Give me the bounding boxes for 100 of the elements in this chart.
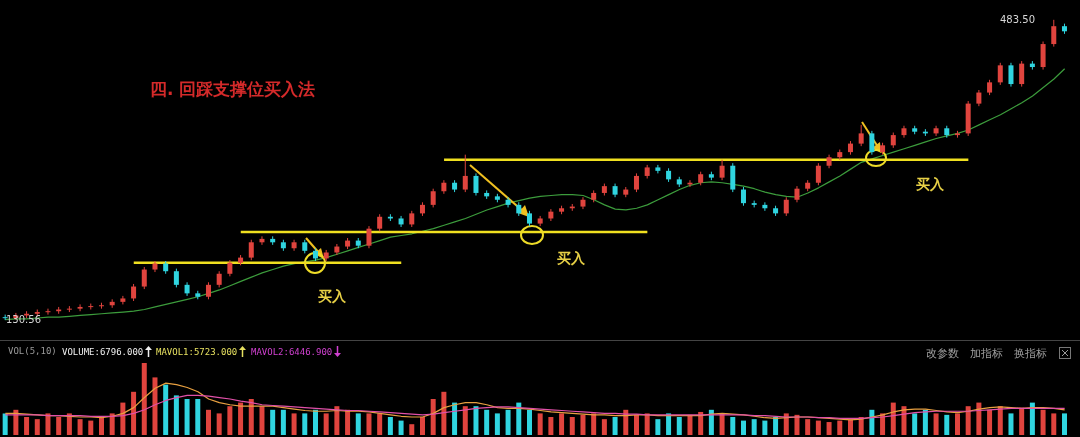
candlestick [719, 159, 725, 181]
bar [205, 409, 211, 435]
text: 改参数 [926, 346, 959, 361]
bar [291, 413, 297, 435]
bar [2, 413, 8, 435]
bar [452, 402, 458, 435]
bar [323, 413, 329, 435]
bar [462, 406, 468, 435]
bar [377, 413, 383, 435]
candlestick [77, 303, 83, 312]
annotation: 483.50 [1000, 13, 1035, 25]
candlestick [858, 124, 864, 147]
bar [355, 413, 361, 435]
bar [484, 409, 490, 435]
bar [965, 406, 971, 435]
candlestick [366, 225, 372, 249]
bar [559, 413, 565, 435]
text: 四. 回踩支撑位买入法 [150, 78, 316, 101]
bar [216, 413, 222, 435]
bar [473, 406, 479, 435]
bar [238, 402, 244, 435]
bar [976, 402, 982, 435]
bar [1029, 402, 1035, 435]
bar [1061, 413, 1067, 435]
bar [195, 399, 201, 435]
bar [45, 413, 51, 435]
candlestick [152, 260, 158, 273]
text: MAVOL2:6446.900 [251, 346, 333, 357]
bar [345, 409, 351, 435]
candlestick [783, 196, 789, 217]
bar [227, 406, 233, 435]
bar [516, 402, 522, 435]
annotation: 买入 [916, 176, 944, 194]
bar [1019, 407, 1025, 435]
bar [773, 417, 779, 435]
bar [141, 363, 147, 435]
bar [334, 406, 340, 435]
bar [783, 413, 789, 435]
bar [398, 420, 404, 435]
bar [730, 417, 736, 435]
bar [633, 414, 639, 435]
bar [66, 413, 72, 435]
bar [88, 420, 94, 435]
bar [248, 399, 254, 435]
bar [612, 417, 618, 435]
bar [163, 384, 169, 435]
bar [740, 420, 746, 435]
candlestick [248, 239, 254, 261]
bar [708, 409, 714, 435]
candlestick [1019, 60, 1025, 88]
candlestick [398, 215, 404, 228]
candlestick [997, 62, 1003, 86]
candlestick [141, 266, 147, 290]
bar [762, 420, 768, 435]
bar [901, 406, 907, 435]
bar [719, 413, 725, 435]
text: 加指标 [970, 346, 1003, 361]
candlestick [462, 154, 468, 193]
bar [494, 413, 500, 435]
bar [430, 399, 436, 435]
bar [173, 395, 179, 435]
annotation: 买入 [557, 250, 585, 268]
annotation: 买入 [318, 288, 346, 306]
bar [666, 413, 672, 435]
text: VOL(5,10) [8, 346, 57, 356]
bar [270, 409, 276, 435]
bar [591, 413, 597, 435]
bar [580, 414, 586, 435]
bar [98, 417, 104, 435]
bar [655, 419, 661, 435]
candlestick [740, 186, 746, 207]
bar [24, 417, 30, 435]
candlestick [291, 239, 297, 252]
bar [676, 417, 682, 435]
candlestick [505, 196, 511, 208]
candlestick [633, 172, 639, 193]
candlestick [869, 130, 875, 156]
candlestick [473, 172, 479, 196]
text: VOLUME:6796.000 [62, 346, 144, 357]
bar [815, 420, 821, 435]
bar [644, 413, 650, 435]
bar [847, 419, 853, 435]
bar [312, 409, 318, 435]
bar [109, 413, 115, 435]
candlestick [1051, 19, 1057, 48]
bar [419, 417, 425, 435]
bar [890, 402, 896, 435]
bar [805, 419, 811, 435]
bar [912, 413, 918, 435]
text: 换指标 [1014, 346, 1047, 361]
candlestick [45, 308, 51, 316]
bar [869, 409, 875, 435]
bar [34, 419, 40, 435]
bar [1008, 413, 1014, 435]
bar [56, 417, 62, 435]
bar [826, 422, 832, 435]
bar [280, 409, 286, 435]
bar [687, 414, 693, 435]
bar [184, 399, 190, 435]
bar [259, 406, 265, 435]
